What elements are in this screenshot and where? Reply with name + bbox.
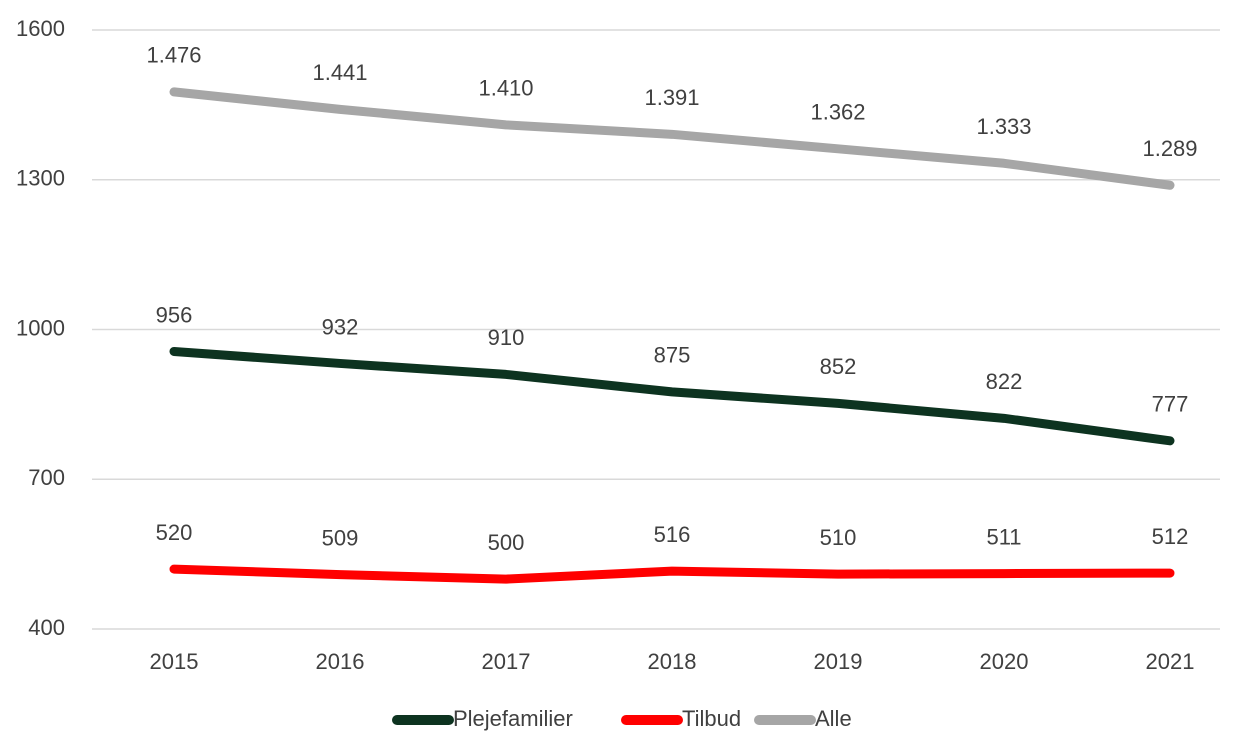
data-label: 1.410 <box>478 76 533 101</box>
data-label: 512 <box>1152 524 1189 549</box>
x-tick-label: 2018 <box>648 649 697 674</box>
data-label: 516 <box>654 522 691 547</box>
data-label: 500 <box>488 530 525 555</box>
data-label: 777 <box>1152 392 1189 417</box>
data-label: 852 <box>820 354 857 379</box>
data-label: 875 <box>654 343 691 368</box>
y-tick-label: 1300 <box>16 166 65 191</box>
y-tick-label: 400 <box>28 615 65 640</box>
x-tick-label: 2020 <box>980 649 1029 674</box>
series-line <box>169 346 1175 446</box>
y-tick-label: 1600 <box>16 16 65 41</box>
data-label: 1.289 <box>1142 136 1197 161</box>
data-label: 1.441 <box>312 60 367 85</box>
data-label: 956 <box>156 302 193 327</box>
x-tick-label: 2015 <box>150 649 199 674</box>
data-label: 510 <box>820 525 857 550</box>
x-tick-label: 2019 <box>814 649 863 674</box>
y-tick-label: 1000 <box>16 315 65 340</box>
x-tick-label: 2021 <box>1146 649 1195 674</box>
data-label: 822 <box>986 369 1023 394</box>
y-tick-label: 700 <box>28 465 65 490</box>
x-tick-label: 2017 <box>482 649 531 674</box>
series-line <box>169 564 1175 584</box>
legend-label: Alle <box>815 706 852 731</box>
data-label: 1.476 <box>146 43 201 68</box>
data-label: 1.391 <box>644 85 699 110</box>
legend-label: Tilbud <box>682 706 741 731</box>
data-label: 910 <box>488 325 525 350</box>
data-label: 1.362 <box>810 100 865 125</box>
data-label: 511 <box>986 524 1021 549</box>
x-tick-label: 2016 <box>316 649 365 674</box>
data-label: 932 <box>322 314 359 339</box>
data-label: 1.333 <box>976 114 1031 139</box>
data-label: 509 <box>322 525 359 550</box>
legend-label: Plejefamilier <box>453 706 573 731</box>
data-label: 520 <box>156 520 193 545</box>
series-line <box>169 87 1175 190</box>
